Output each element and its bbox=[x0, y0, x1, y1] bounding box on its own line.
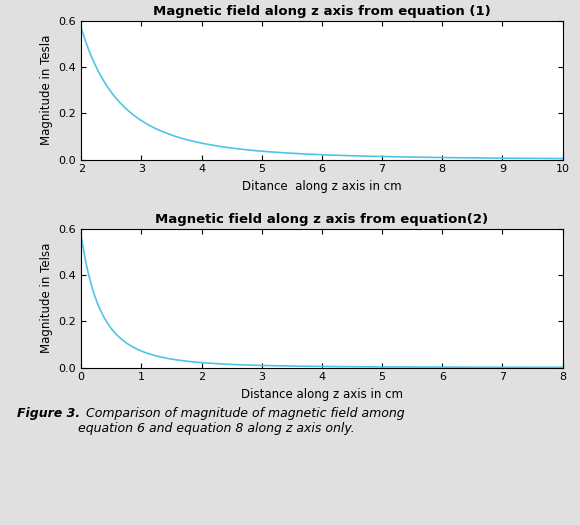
Title: Magnetic field along z axis from equation (1): Magnetic field along z axis from equatio… bbox=[153, 5, 491, 18]
Y-axis label: Magnitude in Telsa: Magnitude in Telsa bbox=[40, 243, 53, 353]
X-axis label: Distance along z axis in cm: Distance along z axis in cm bbox=[241, 388, 403, 401]
Text: Figure 3.: Figure 3. bbox=[17, 407, 81, 420]
X-axis label: Ditance  along z axis in cm: Ditance along z axis in cm bbox=[242, 180, 402, 193]
Y-axis label: Magnitude in Tesla: Magnitude in Tesla bbox=[40, 35, 53, 145]
Title: Magnetic field along z axis from equation(2): Magnetic field along z axis from equatio… bbox=[155, 213, 488, 226]
Text: Comparison of magnitude of magnetic field among
equation 6 and equation 8 along : Comparison of magnitude of magnetic fiel… bbox=[78, 407, 405, 435]
